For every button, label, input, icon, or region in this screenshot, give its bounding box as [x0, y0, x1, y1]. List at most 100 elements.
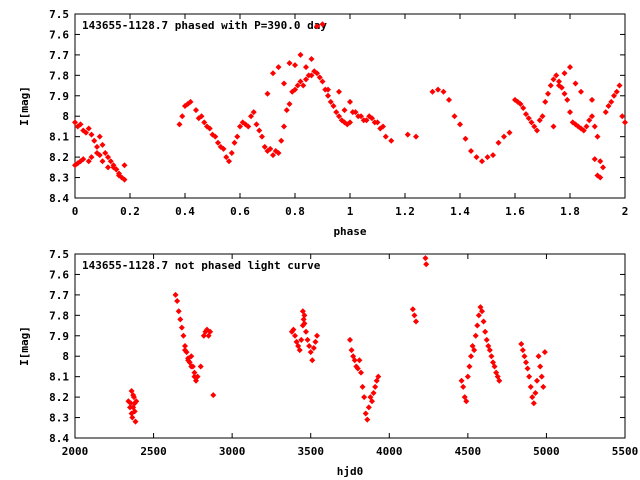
data-point — [362, 410, 369, 417]
data-point — [547, 82, 554, 89]
data-point — [613, 88, 620, 95]
data-point — [261, 143, 268, 150]
data-point — [256, 127, 263, 134]
data-point — [312, 338, 319, 345]
data-point — [234, 133, 241, 140]
x-tick-label: 5000 — [533, 445, 560, 458]
data-point — [616, 82, 623, 89]
data-point — [175, 308, 182, 315]
data-point — [327, 98, 334, 105]
y-tick-label: 8.2 — [49, 391, 69, 404]
data-point — [226, 158, 232, 165]
data-point — [80, 156, 87, 163]
data-point — [300, 82, 307, 89]
data-point — [182, 347, 188, 354]
data-point — [301, 320, 308, 327]
data-point — [463, 398, 470, 405]
data-point — [594, 133, 601, 140]
data-point — [600, 164, 606, 171]
x-tick-label: 0.8 — [285, 205, 305, 218]
y-tick-label: 8 — [62, 350, 69, 363]
data-point — [484, 154, 491, 161]
data-point — [521, 353, 528, 360]
data-point — [567, 64, 573, 71]
data-point — [523, 359, 529, 366]
data-point — [286, 60, 293, 67]
data-point — [96, 133, 103, 140]
data-point — [347, 98, 353, 105]
data-point — [228, 150, 235, 157]
data-point — [597, 158, 604, 165]
data-point — [611, 92, 617, 99]
data-point — [307, 349, 314, 356]
data-point — [113, 166, 120, 173]
data-point — [622, 119, 628, 126]
data-point — [506, 129, 513, 136]
data-point — [349, 109, 356, 116]
data-point — [205, 332, 212, 339]
data-point — [325, 92, 331, 99]
data-point — [253, 121, 260, 128]
data-point — [534, 127, 540, 134]
data-point — [464, 373, 471, 380]
data-point — [185, 357, 192, 364]
data-point — [299, 308, 306, 315]
data-point — [479, 158, 485, 165]
data-point — [330, 103, 337, 109]
data-point — [309, 357, 316, 364]
data-point — [529, 394, 536, 401]
data-point — [83, 129, 89, 136]
data-point — [591, 156, 598, 163]
y-tick-label: 7.5 — [49, 8, 69, 21]
data-point — [296, 347, 303, 354]
data-point — [488, 353, 495, 360]
data-point — [586, 117, 593, 124]
x-tick-label: 1 — [347, 205, 354, 218]
data-point — [198, 113, 205, 120]
data-point — [358, 369, 364, 376]
data-point — [495, 139, 502, 146]
data-point — [360, 117, 367, 124]
data-point — [179, 113, 186, 120]
data-point — [354, 365, 361, 372]
x-tick-label: 2500 — [140, 445, 167, 458]
data-point — [325, 86, 331, 93]
data-point — [127, 400, 134, 407]
y-tick-label: 8.3 — [49, 412, 69, 425]
data-point — [131, 408, 138, 415]
data-point — [524, 365, 531, 372]
data-point — [297, 78, 304, 85]
data-point — [468, 353, 474, 360]
data-point — [473, 154, 480, 161]
data-point — [371, 119, 378, 126]
data-point — [532, 390, 539, 397]
data-point — [286, 100, 293, 107]
data-point — [535, 353, 542, 360]
data-point — [85, 125, 92, 132]
data-point — [348, 347, 355, 354]
data-point — [580, 127, 587, 134]
y-tick-label: 8.4 — [49, 432, 69, 445]
data-point — [245, 123, 252, 130]
data-point — [541, 349, 548, 356]
data-point — [193, 107, 199, 114]
data-point — [188, 363, 195, 370]
data-point — [520, 105, 527, 112]
data-point — [589, 113, 595, 120]
data-point — [361, 394, 368, 401]
data-point — [281, 80, 287, 87]
data-point — [220, 145, 227, 152]
data-point — [480, 318, 487, 325]
data-point — [283, 107, 290, 114]
data-point — [91, 137, 98, 144]
data-point — [542, 98, 549, 105]
data-point — [567, 109, 573, 116]
data-point — [525, 115, 532, 122]
y-tick-label: 7.9 — [49, 90, 69, 103]
data-point — [177, 316, 184, 323]
data-point — [223, 154, 230, 161]
data-point — [121, 162, 128, 169]
data-point — [306, 343, 313, 349]
data-point — [491, 363, 498, 370]
data-point — [278, 137, 285, 144]
